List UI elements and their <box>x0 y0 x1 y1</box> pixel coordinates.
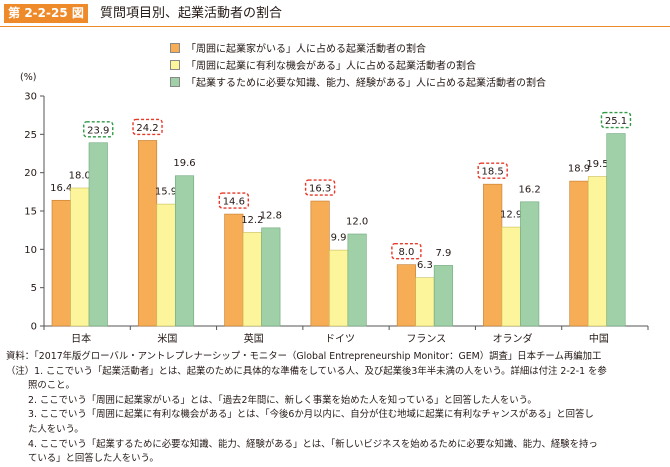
highlight-box <box>83 121 114 138</box>
data-label: 24.2 <box>136 123 158 134</box>
note-line: 4. ここでいう「起業するために必要な知識、能力、経験がある」とは、「新しいビジ… <box>28 438 598 450</box>
data-label: 25.1 <box>605 116 627 127</box>
y-tick-label: 25 <box>24 130 37 141</box>
data-label: 14.6 <box>223 197 245 208</box>
highlight-box <box>600 111 632 129</box>
bar-2 <box>329 249 349 327</box>
note-line: た人をいう。 <box>28 423 84 435</box>
bar-1 <box>224 213 244 327</box>
data-label: 18.0 <box>69 171 91 182</box>
highlight-box <box>477 162 508 179</box>
bar-1 <box>569 180 589 327</box>
data-label: 12.0 <box>346 217 368 228</box>
y-tick-label: 10 <box>24 245 37 256</box>
bar-3 <box>606 133 626 327</box>
bar-1 <box>137 140 158 327</box>
legend-item-series-2: 「周囲に起業に有利な機会がある」人に占める起業活動者の割合 <box>170 57 546 72</box>
x-tick-label: フランス <box>406 333 446 345</box>
bar-2 <box>587 176 608 327</box>
bar-3 <box>261 227 281 327</box>
y-axis-unit-label: (%) <box>20 72 37 83</box>
bar-3 <box>88 142 108 327</box>
note-line: 照のこと。 <box>28 380 75 392</box>
bar-chart: 0 5 10 15 20 25 30 16.418.0 23.9 日本 24.2 15.9 19.6 米国… <box>24 92 649 345</box>
y-tick-label: 20 <box>24 168 37 179</box>
note-line: （注）1. ここでいう「起業活動者」とは、起業のために具体的な準備をしている人、… <box>6 365 607 377</box>
x-tick-label: 中国 <box>589 332 609 345</box>
note-line: 2. ここでいう「周囲に起業家がいる」とは、「過去2年間に、新しく事業を始めた人… <box>28 394 537 406</box>
header-divider <box>0 26 670 27</box>
bar-3 <box>174 175 195 327</box>
bar-1 <box>51 199 71 327</box>
x-tick-label: 米国 <box>157 332 177 345</box>
x-tick-label: 日本 <box>71 332 91 345</box>
bar-2 <box>70 187 90 327</box>
note-line: 3. ここでいう「周囲に起業に有利な機会がある」とは、「今後6か月以内に、自分が… <box>28 409 594 421</box>
figure-number-badge: 第 2-2-25 図 <box>4 4 88 23</box>
x-tick-label: 英国 <box>244 332 264 345</box>
data-label: 19.6 <box>173 158 195 169</box>
data-label: 19.5 <box>586 159 608 170</box>
figure-header: 第 2-2-25 図 質問項目別、起業活動者の割合 <box>0 0 670 27</box>
x-tick-label: ドイツ <box>325 334 355 345</box>
y-tick-label: 15 <box>24 207 37 218</box>
data-label: 15.9 <box>155 187 177 198</box>
data-label: 9.9 <box>331 233 347 244</box>
data-label: 16.4 <box>50 183 72 194</box>
legend-label-series-2: 「周囲に起業に有利な機会がある」人に占める起業活動者の割合 <box>186 61 476 72</box>
data-label: 12.2 <box>241 215 263 226</box>
x-tick-label: オランダ <box>493 332 533 345</box>
data-label: 18.5 <box>482 167 504 178</box>
bar-2 <box>156 203 176 327</box>
bar-2 <box>415 277 435 327</box>
data-label: 8.0 <box>398 247 414 258</box>
y-tick-label: 30 <box>24 92 37 103</box>
bar-1 <box>310 200 330 327</box>
chart-legend: 「周囲に起業家がいる」人に占める起業活動者の割合 「周囲に起業に有利な機会がある… <box>170 40 546 91</box>
figure-title: 質問項目別、起業活動者の割合 <box>100 6 283 21</box>
bar-3 <box>347 233 367 327</box>
y-tick-label: 0 <box>31 322 37 333</box>
legend-item-series-3: 「起業するために必要な知識、能力、経験がある」人に占める起業活動者の割合 <box>170 74 546 89</box>
legend-label-series-1: 「周囲に起業家がいる」人に占める起業活動者の割合 <box>186 44 426 55</box>
data-label: 16.2 <box>519 184 541 195</box>
highlight-box <box>304 179 336 196</box>
bar-2 <box>242 232 262 327</box>
data-label: 12.8 <box>260 210 282 221</box>
data-label: 7.9 <box>435 248 451 259</box>
data-label: 18.9 <box>568 164 590 175</box>
highlight-box <box>218 192 250 209</box>
bar-3 <box>433 265 453 327</box>
legend-item-series-1: 「周囲に起業家がいる」人に占める起業活動者の割合 <box>170 40 546 55</box>
bar-3 <box>520 201 540 327</box>
note-line: 資料：「2017年版グローバル・アントレプレナーシップ・モニター（Global … <box>6 351 602 362</box>
legend-swatch-series-2 <box>170 59 180 70</box>
data-label: 6.3 <box>417 260 433 271</box>
data-label: 12.9 <box>500 210 522 221</box>
highlight-box <box>391 242 422 260</box>
highlight-box <box>132 118 163 136</box>
y-tick-label: 5 <box>31 283 37 294</box>
bar-1 <box>483 183 503 327</box>
legend-label-series-3: 「起業するために必要な知識、能力、経験がある」人に占める起業活動者の割合 <box>186 78 546 89</box>
bar-1 <box>396 264 416 327</box>
bar-2 <box>501 226 521 327</box>
legend-swatch-series-3 <box>170 76 180 87</box>
data-label: 16.3 <box>309 184 331 195</box>
legend-swatch-series-1 <box>170 42 180 53</box>
data-label: 23.9 <box>87 125 109 136</box>
source-and-notes: 資料：「2017年版グローバル・アントレプレナーシップ・モニター（Global … <box>6 350 666 467</box>
note-line: ている」と回答した人をいう。 <box>28 453 159 465</box>
